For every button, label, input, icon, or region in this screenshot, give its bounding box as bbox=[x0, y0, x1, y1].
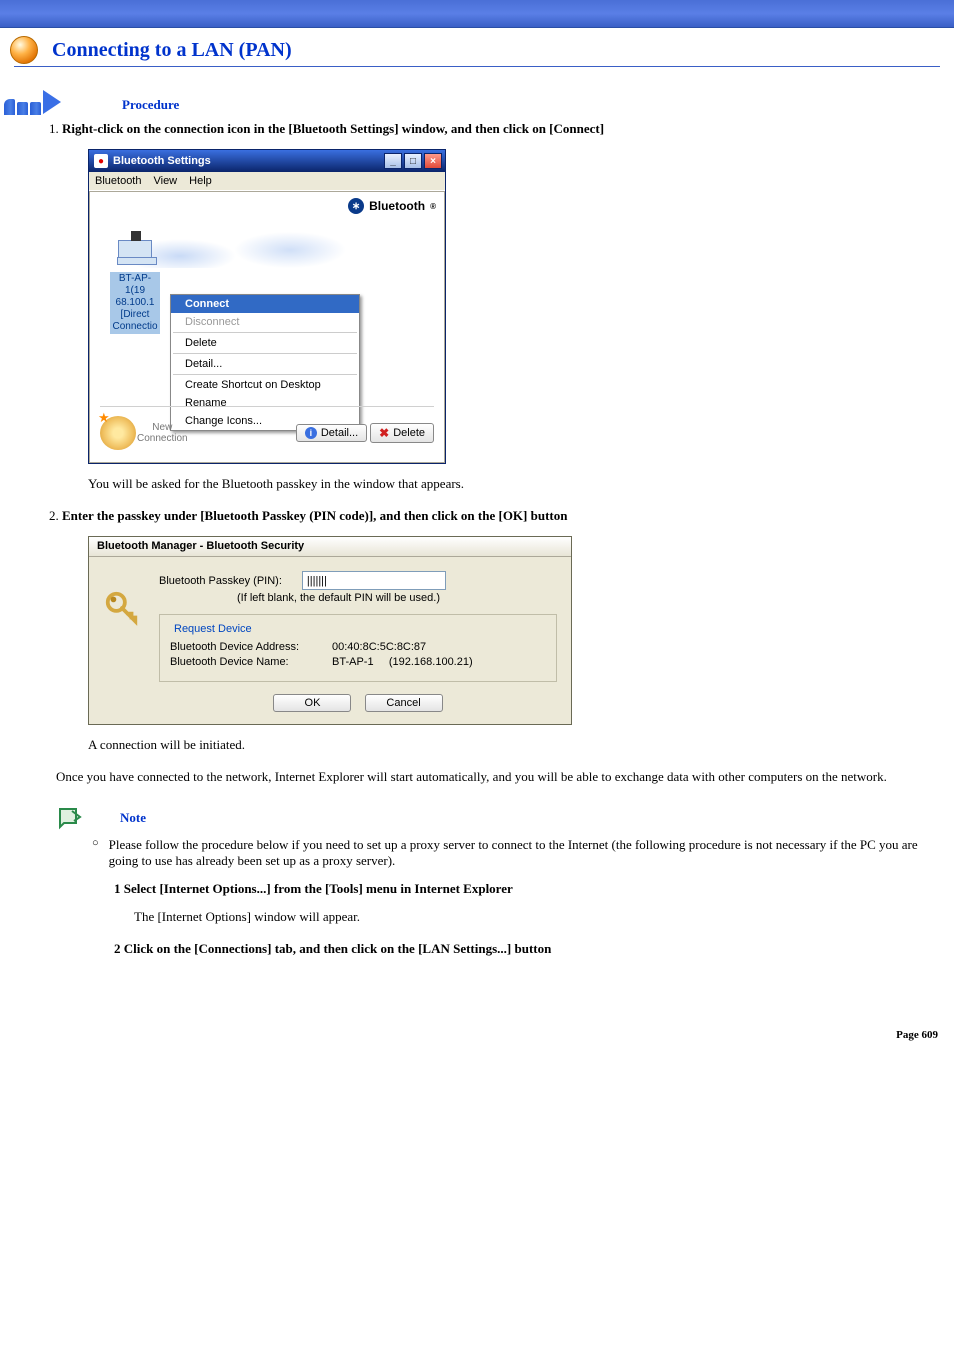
step-2-followup: A connection will be initiated. bbox=[88, 737, 930, 753]
bluetooth-brand: ∗ Bluetooth® bbox=[348, 198, 436, 214]
device-name-value: BT-AP-1 (192.168.100.21) bbox=[332, 656, 473, 668]
step-2: Enter the passkey under [Bluetooth Passk… bbox=[62, 508, 930, 753]
win1-client-area: ∗ Bluetooth® BT-AP-1(19 68.100.1 [Direct… bbox=[89, 191, 445, 463]
device-address-value: 00:40:8C:5C:8C:87 bbox=[332, 641, 426, 653]
new-connection-label: New Connection bbox=[137, 422, 188, 444]
cancel-button[interactable]: Cancel bbox=[365, 694, 443, 712]
after-steps-paragraph: Once you have connected to the network, … bbox=[56, 769, 926, 785]
device-name-label: Bluetooth Device Name: bbox=[170, 656, 320, 668]
note-label: Note bbox=[120, 810, 146, 826]
screenshot-bluetooth-settings: ● Bluetooth Settings _ □ × Bluetooth Vie… bbox=[88, 149, 930, 464]
menu-bluetooth[interactable]: Bluetooth bbox=[95, 175, 141, 187]
page-number: Page 609 bbox=[0, 969, 954, 1053]
passkey-hint: (If left blank, the default PIN will be … bbox=[237, 592, 557, 604]
key-icon bbox=[103, 589, 141, 627]
note-substeps: 1 Select [Internet Options...] from the … bbox=[114, 881, 940, 957]
bluetooth-brand-text: Bluetooth bbox=[369, 199, 425, 213]
step-2-heading: Enter the passkey under [Bluetooth Passk… bbox=[62, 508, 930, 524]
substep-2-heading: 2 Click on the [Connections] tab, and th… bbox=[114, 941, 940, 957]
ctx-delete[interactable]: Delete bbox=[171, 334, 359, 352]
win1-titlebar: ● Bluetooth Settings _ □ × bbox=[89, 150, 445, 172]
content-area: Connecting to a LAN (PAN) Procedure Righ… bbox=[0, 28, 954, 957]
substep-1-heading: 1 Select [Internet Options...] from the … bbox=[114, 881, 940, 897]
bluetooth-app-icon: ● bbox=[94, 154, 108, 168]
decorative-swoosh bbox=[130, 222, 360, 268]
note-list: Please follow the procedure below if you… bbox=[92, 837, 940, 869]
win2-title: Bluetooth Manager - Bluetooth Security bbox=[89, 537, 571, 557]
ctx-disconnect: Disconnect bbox=[171, 313, 359, 331]
close-button[interactable]: × bbox=[424, 153, 442, 169]
ctx-detail[interactable]: Detail... bbox=[171, 355, 359, 373]
ctx-shortcut[interactable]: Create Shortcut on Desktop bbox=[171, 376, 359, 394]
win1-menubar: Bluetooth View Help bbox=[89, 172, 445, 191]
bluetooth-settings-window: ● Bluetooth Settings _ □ × Bluetooth Vie… bbox=[88, 149, 446, 464]
ok-button[interactable]: OK bbox=[273, 694, 351, 712]
step-1-heading: Right-click on the connection icon in th… bbox=[62, 121, 930, 137]
new-connection-icon[interactable] bbox=[100, 416, 136, 450]
title-row: Connecting to a LAN (PAN) bbox=[14, 36, 940, 67]
win2-body: Bluetooth Passkey (PIN): (If left blank,… bbox=[89, 557, 571, 724]
access-point-icon bbox=[118, 240, 152, 260]
window-buttons: _ □ × bbox=[384, 153, 442, 169]
passkey-label: Bluetooth Passkey (PIN): bbox=[159, 575, 282, 587]
win2-buttons: OK Cancel bbox=[159, 694, 557, 712]
bluetooth-security-dialog: Bluetooth Manager - Bluetooth Security bbox=[88, 536, 572, 725]
note-icon bbox=[56, 805, 84, 831]
procedure-arrow-icon bbox=[4, 89, 74, 115]
info-icon: i bbox=[305, 427, 317, 439]
x-icon: ✖ bbox=[379, 426, 389, 440]
menu-view[interactable]: View bbox=[153, 175, 177, 187]
screenshot-bluetooth-security: Bluetooth Manager - Bluetooth Security bbox=[88, 536, 930, 725]
substep-1-body: The [Internet Options] window will appea… bbox=[134, 909, 940, 925]
maximize-button[interactable]: □ bbox=[404, 153, 422, 169]
win1-bottom-controls: New Connection i Detail... ✖ Delete bbox=[100, 406, 434, 452]
detail-button[interactable]: i Detail... bbox=[296, 424, 367, 442]
note-block: Note Please follow the procedure below i… bbox=[56, 805, 940, 957]
minimize-button[interactable]: _ bbox=[384, 153, 402, 169]
device-label: BT-AP-1(19 68.100.1 [Direct Connectio bbox=[110, 272, 160, 334]
win2-form: Bluetooth Passkey (PIN): (If left blank,… bbox=[159, 571, 557, 712]
procedure-label: Procedure bbox=[122, 97, 179, 115]
page-title: Connecting to a LAN (PAN) bbox=[52, 38, 292, 63]
ctx-connect[interactable]: Connect bbox=[171, 295, 359, 313]
win1-title: Bluetooth Settings bbox=[113, 155, 211, 167]
step-1-followup: You will be asked for the Bluetooth pass… bbox=[88, 476, 930, 492]
request-device-group: Request Device Bluetooth Device Address:… bbox=[159, 614, 557, 682]
step-1: Right-click on the connection icon in th… bbox=[62, 121, 930, 492]
doc-header-bar bbox=[0, 0, 954, 28]
device-icon-group[interactable]: BT-AP-1(19 68.100.1 [Direct Connectio bbox=[110, 240, 160, 334]
device-address-label: Bluetooth Device Address: bbox=[170, 641, 320, 653]
passkey-input[interactable] bbox=[302, 571, 446, 590]
request-device-legend: Request Device bbox=[170, 623, 256, 635]
menu-help[interactable]: Help bbox=[189, 175, 212, 187]
steps-list: Right-click on the connection icon in th… bbox=[62, 121, 930, 753]
bluetooth-logo-icon: ∗ bbox=[348, 198, 364, 214]
note-item-1: Please follow the procedure below if you… bbox=[92, 837, 940, 869]
procedure-header: Procedure bbox=[4, 89, 940, 115]
delete-button[interactable]: ✖ Delete bbox=[370, 423, 434, 443]
topic-orb-icon bbox=[10, 36, 38, 64]
